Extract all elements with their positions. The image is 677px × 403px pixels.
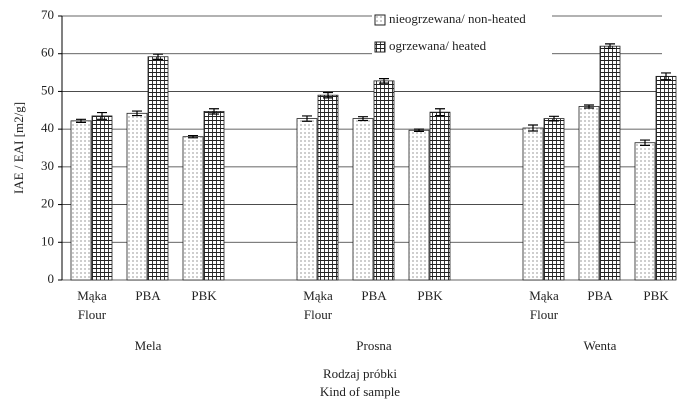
bar xyxy=(352,118,374,281)
bar xyxy=(317,94,339,281)
bar xyxy=(522,127,544,281)
bar xyxy=(296,118,318,281)
error-bar xyxy=(661,72,671,81)
x-tick-label: Mąka xyxy=(303,288,333,303)
error-bar xyxy=(76,118,86,123)
bar xyxy=(182,136,204,281)
error-bar xyxy=(323,91,333,99)
legend-background xyxy=(372,11,552,29)
group-label: Prosna xyxy=(356,338,392,353)
x-axis-title: Rodzaj próbki xyxy=(323,366,397,381)
error-bar xyxy=(132,110,142,117)
error-bar xyxy=(379,78,389,84)
bar xyxy=(578,106,600,281)
error-bar xyxy=(358,116,368,122)
bar xyxy=(203,111,225,281)
y-tick-label: 30 xyxy=(41,158,54,173)
y-tick-label: 0 xyxy=(48,271,55,286)
y-tick-label: 50 xyxy=(41,82,54,97)
group-label: Wenta xyxy=(584,338,617,353)
bar xyxy=(147,56,169,281)
bar xyxy=(599,45,621,281)
x-tick-label: Mąka xyxy=(529,288,559,303)
error-bar xyxy=(414,128,424,133)
y-tick-label: 10 xyxy=(41,233,54,248)
x-tick-label: Flour xyxy=(78,307,107,322)
bar xyxy=(655,75,677,281)
error-bar xyxy=(153,53,163,60)
x-tick-label: PBA xyxy=(361,288,387,303)
bar xyxy=(70,120,92,281)
x-tick-label: Mąka xyxy=(77,288,107,303)
legend-label: nieogrzewana/ non-heated xyxy=(389,11,526,26)
x-tick-label: PBK xyxy=(417,288,443,303)
error-bar xyxy=(435,108,445,117)
legend-background xyxy=(372,38,552,56)
bar xyxy=(126,112,148,281)
legend-label: ogrzewana/ heated xyxy=(389,38,487,53)
y-axis-title: IAE / EAI [m2/g] xyxy=(11,102,26,194)
y-tick-label: 70 xyxy=(41,7,54,22)
x-tick-label: PBK xyxy=(191,288,217,303)
error-bar xyxy=(97,111,107,120)
bar xyxy=(634,142,656,281)
x-tick-label: PBA xyxy=(587,288,613,303)
error-bar xyxy=(209,108,219,115)
error-bar xyxy=(640,139,650,146)
error-bar xyxy=(302,115,312,122)
bar xyxy=(429,111,451,281)
x-axis-title: Kind of sample xyxy=(320,384,400,399)
error-bar xyxy=(584,104,594,109)
x-tick-label: Flour xyxy=(530,307,559,322)
error-bar xyxy=(605,43,615,50)
bar xyxy=(408,129,430,281)
x-tick-label: PBK xyxy=(643,288,669,303)
group-label: Mela xyxy=(135,338,162,353)
bar xyxy=(91,115,113,281)
error-bar xyxy=(188,134,198,139)
bar xyxy=(543,118,565,281)
legend-swatch xyxy=(374,41,386,53)
error-bar xyxy=(528,124,538,132)
legend-swatch xyxy=(374,14,386,26)
y-tick-label: 60 xyxy=(41,45,54,60)
y-tick-label: 20 xyxy=(41,196,54,211)
y-tick-label: 40 xyxy=(41,120,54,135)
x-tick-label: Flour xyxy=(304,307,333,322)
x-tick-label: PBA xyxy=(135,288,161,303)
bar xyxy=(373,80,395,281)
error-bar xyxy=(549,115,559,122)
